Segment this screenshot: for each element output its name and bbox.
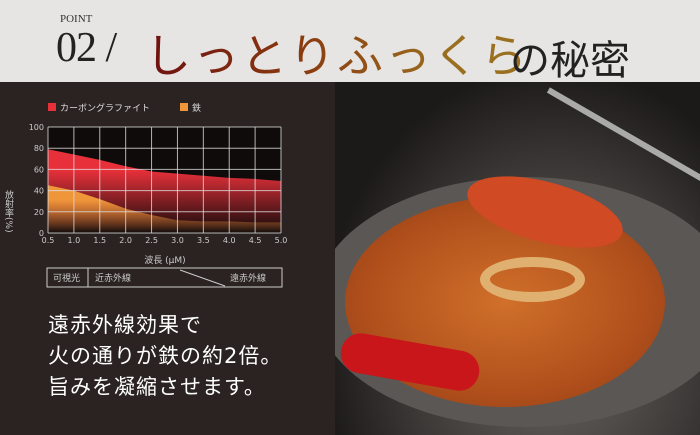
copy-line: 旨みを凝縮させます。 — [48, 375, 266, 399]
description-text: 遠赤外線効果で 火の通りが鉄の約2倍。 旨みを凝縮させます。 — [48, 310, 282, 403]
legend-swatch-iron — [180, 103, 188, 111]
y-tick-label: 20 — [34, 208, 44, 217]
squid-ring — [480, 257, 585, 302]
band-near-ir: 近赤外線 — [95, 272, 131, 284]
x-tick-label: 2.0 — [119, 236, 132, 245]
header: POINT 02 / しっとりふっくら の秘密 — [0, 0, 700, 84]
band-visible: 可視光 — [53, 272, 80, 284]
x-tick-label: 4.5 — [249, 236, 262, 245]
x-axis-label: 波長 (μM) — [144, 254, 185, 266]
page-title-suffix: の秘密 — [510, 38, 630, 84]
legend-swatch-graphite — [48, 103, 56, 111]
legend-graphite: カーボングラファイト — [60, 102, 150, 114]
x-tick-label: 3.0 — [171, 236, 184, 245]
page-title: しっとりふっくら — [145, 20, 529, 86]
point-label: POINT — [60, 13, 93, 25]
emissivity-chart: カーボングラファイト 鉄 0.5 1.0 1.5 2.0 2.5 3.0 3.5 4.0 4.5… — [3, 102, 288, 288]
copy-line: 遠赤外線効果で — [48, 313, 202, 337]
fork — [546, 87, 700, 193]
x-tick-label: 3.5 — [197, 236, 210, 245]
area-iron — [48, 185, 281, 233]
copy-line: 火の通りが鉄の約2倍。 — [48, 344, 283, 368]
x-tick-label: 4.0 — [223, 236, 236, 245]
x-tick-label: 5.0 — [275, 236, 288, 245]
y-tick-label: 100 — [29, 123, 44, 132]
y-tick-label: 40 — [34, 187, 44, 196]
band-box — [46, 267, 283, 288]
x-tick-label: 1.5 — [93, 236, 106, 245]
x-tick-label: 1.0 — [68, 236, 81, 245]
point-number: 02 / — [56, 25, 117, 71]
y-tick-label: 60 — [34, 165, 44, 174]
x-tick-label: 2.5 — [145, 236, 158, 245]
legend-iron: 鉄 — [192, 102, 201, 114]
band-far-ir: 遠赤外線 — [230, 272, 266, 284]
paella-photo — [335, 82, 700, 435]
y-tick-label: 80 — [34, 144, 44, 153]
x-tick-label: 0.5 — [42, 236, 55, 245]
y-axis-label: 放射率(%) — [3, 189, 14, 233]
y-tick-label: 0 — [39, 229, 44, 238]
